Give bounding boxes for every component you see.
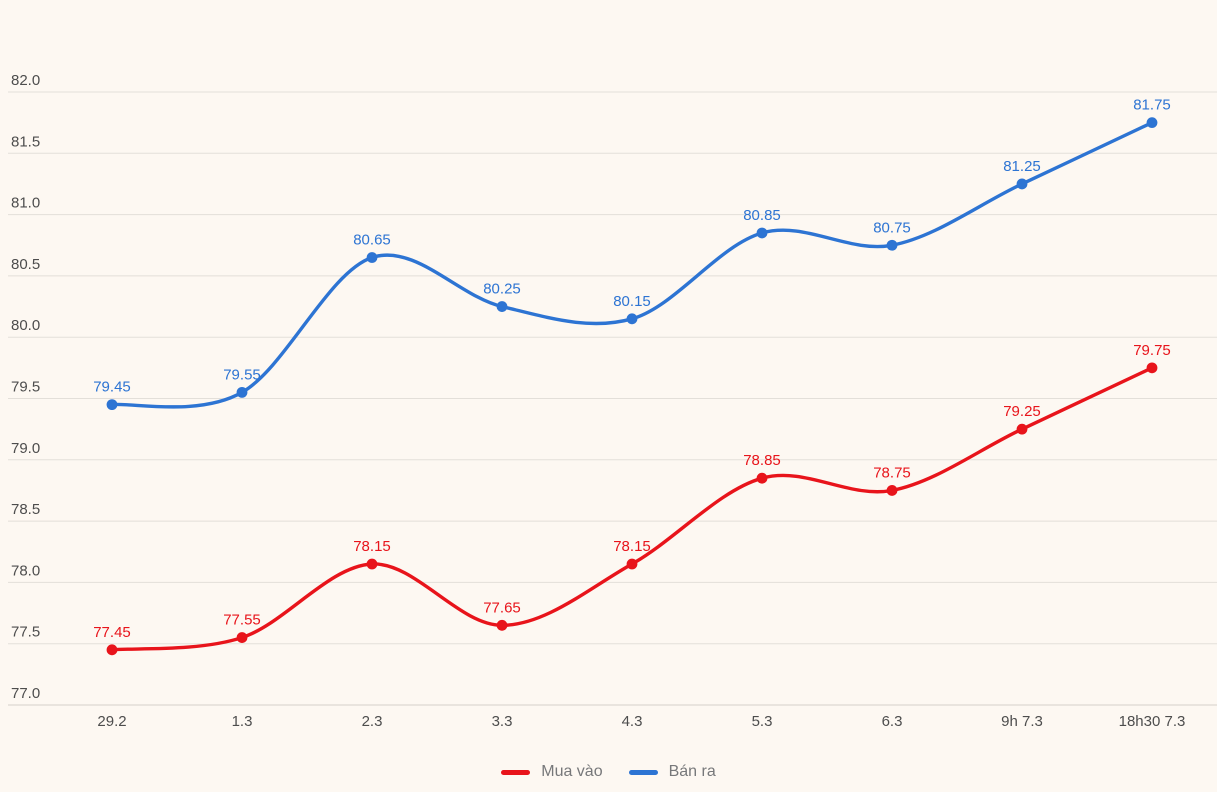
data-point-mua-vao-29.2[interactable] [106,644,118,656]
legend-item-ban-ra[interactable]: Bán ra [628,763,716,781]
data-point-mua-vao-2.3[interactable] [366,558,378,570]
data-label-ban-ra-1.3: 79.55 [223,366,261,383]
data-point-ban-ra-9h 7.3[interactable] [1016,178,1028,190]
x-tick-label: 18h30 7.3 [1119,713,1186,730]
data-label-mua-vao-29.2: 77.45 [93,624,131,641]
data-label-ban-ra-2.3: 80.65 [353,232,391,249]
x-tick-label: 3.3 [492,713,513,730]
x-axis-labels: 29.2 1.3 2.3 3.3 4.3 5.3 6.3 9h 7.3 18h30 7.3 [97,713,1185,730]
data-point-ban-ra-4.3[interactable] [626,313,638,325]
y-tick-label: 81.5 [11,133,40,150]
data-label-ban-ra-6.3: 80.75 [873,219,911,236]
y-axis-labels: 82.0 81.5 81.0 80.5 80.0 79.5 79.0 78.5 78.0 77.5… [11,72,40,702]
chart-legend: Mua vào Bán ra [0,760,1217,784]
data-label-ban-ra-29.2: 79.45 [93,379,131,396]
grid-lines [8,91,1217,706]
data-point-ban-ra-18h30 7.3[interactable] [1146,117,1158,129]
data-point-mua-vao-5.3[interactable] [756,472,768,484]
y-tick-label: 81.0 [11,195,40,212]
legend-item-mua-vao[interactable]: Mua vào [501,763,603,781]
data-label-mua-vao-6.3: 78.75 [873,464,911,481]
x-tick-label: 29.2 [97,713,126,730]
series-ban-ra: 79.45 79.55 80.65 80.25 80.15 80.85 80.75 81.25… [93,97,1171,411]
series-line-ban-ra [110,120,1154,409]
series-mua-vao: 77.45 77.55 78.15 77.65 78.15 78.85 78.75 79.25… [93,342,1171,656]
data-point-ban-ra-2.3[interactable] [366,252,378,263]
x-tick-label: 6.3 [882,713,903,730]
data-point-ban-ra-1.3[interactable] [236,386,248,398]
y-tick-label: 77.0 [11,685,40,702]
data-label-mua-vao-1.3: 77.55 [223,612,261,629]
data-label-ban-ra-18h30 7.3: 81.75 [1133,97,1171,114]
data-point-ban-ra-6.3[interactable] [886,239,898,251]
y-tick-label: 78.5 [11,501,40,518]
x-tick-label: 4.3 [622,713,643,730]
data-point-ban-ra-29.2[interactable] [106,399,118,411]
y-tick-label: 79.5 [11,379,40,396]
data-point-ban-ra-5.3[interactable] [756,227,768,239]
y-tick-label: 79.0 [11,440,40,457]
data-label-ban-ra-5.3: 80.85 [743,207,781,224]
y-tick-label: 80.0 [11,317,40,334]
legend-label-mua-vao: Mua vào [541,763,603,780]
data-label-ban-ra-3.3: 80.25 [483,281,521,298]
y-tick-label: 80.5 [11,256,40,273]
data-point-mua-vao-4.3[interactable] [626,558,638,570]
x-tick-label: 5.3 [752,713,773,730]
data-label-mua-vao-2.3: 78.15 [353,538,391,555]
data-point-mua-vao-6.3[interactable] [886,485,898,496]
x-tick-label: 2.3 [362,713,383,730]
data-label-ban-ra-9h 7.3: 81.25 [1003,158,1041,175]
data-label-mua-vao-18h30 7.3: 79.75 [1133,342,1171,359]
series-line-mua-vao [110,366,1154,652]
legend-swatch-ban-ra [628,769,658,775]
data-point-mua-vao-18h30 7.3[interactable] [1146,362,1158,374]
y-tick-label: 82.0 [11,72,40,89]
legend-swatch-mua-vao [501,769,531,775]
data-point-mua-vao-1.3[interactable] [236,632,248,643]
data-point-ban-ra-3.3[interactable] [496,301,508,312]
data-label-ban-ra-4.3: 80.15 [613,293,651,310]
data-label-mua-vao-3.3: 77.65 [483,599,521,616]
data-label-mua-vao-4.3: 78.15 [613,538,651,555]
data-label-mua-vao-5.3: 78.85 [743,452,781,469]
x-tick-label: 1.3 [232,713,253,730]
data-label-mua-vao-9h 7.3: 79.25 [1003,403,1041,420]
data-point-mua-vao-3.3[interactable] [496,619,508,631]
data-point-mua-vao-9h 7.3[interactable] [1016,423,1028,435]
legend-label-ban-ra: Bán ra [668,763,716,780]
y-tick-label: 77.5 [11,624,40,641]
x-tick-label: 9h 7.3 [1001,713,1043,730]
y-tick-label: 78.0 [11,562,40,579]
